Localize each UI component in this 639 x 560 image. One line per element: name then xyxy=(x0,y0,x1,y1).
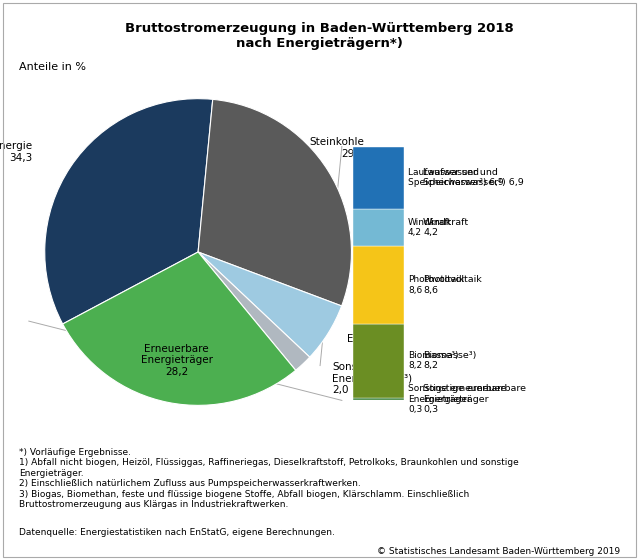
Text: Windkraft
4,2: Windkraft 4,2 xyxy=(408,218,452,237)
Text: Anteile in %: Anteile in % xyxy=(19,62,86,72)
Bar xyxy=(353,209,404,246)
Bar xyxy=(353,246,404,324)
Bar xyxy=(353,147,404,209)
Text: Steinkohle
29,2: Steinkohle 29,2 xyxy=(310,137,365,159)
Text: Datenquelle: Energiestatistiken nach EnStatG, eigene Berechnungen.: Datenquelle: Energiestatistiken nach EnS… xyxy=(19,528,335,537)
Text: Biomasse³)
8,2: Biomasse³) 8,2 xyxy=(408,351,459,371)
Text: Photovoltaik
8,6: Photovoltaik 8,6 xyxy=(408,276,465,295)
Text: Laufwasser und
Speicherwasser²) 6,9: Laufwasser und Speicherwasser²) 6,9 xyxy=(408,168,504,187)
Bar xyxy=(353,398,404,400)
Text: Photovoltaik
8,6: Photovoltaik 8,6 xyxy=(423,276,482,295)
Wedge shape xyxy=(45,99,213,324)
Text: *) Vorläufige Ergebnisse.
1) Abfall nicht biogen, Heizöl, Flüssiggas, Raffinerie: *) Vorläufige Ergebnisse. 1) Abfall nich… xyxy=(19,448,519,509)
Wedge shape xyxy=(198,99,351,306)
Wedge shape xyxy=(198,252,342,357)
Text: Erneuerbare
Energieträger
28,2: Erneuerbare Energieträger 28,2 xyxy=(141,344,213,377)
Text: Bruttostromerzeugung in Baden-Württemberg 2018
nach Energieträgern*): Bruttostromerzeugung in Baden-Württember… xyxy=(125,22,514,50)
Text: Sonstige erneuerbare
Energieträger
0,3: Sonstige erneuerbare Energieträger 0,3 xyxy=(423,384,526,414)
Wedge shape xyxy=(198,252,310,370)
Text: Kernenergie
34,3: Kernenergie 34,3 xyxy=(0,141,33,163)
Wedge shape xyxy=(63,252,296,405)
Text: Sonstige
Energieträger³)
2,0: Sonstige Energieträger³) 2,0 xyxy=(332,362,412,395)
Text: Windkraft
4,2: Windkraft 4,2 xyxy=(423,218,469,237)
Text: Sonstige erneuerbare
Energieträger
0,3: Sonstige erneuerbare Energieträger 0,3 xyxy=(408,384,506,414)
Bar xyxy=(353,324,404,398)
Text: Erdgas
6,3: Erdgas 6,3 xyxy=(347,334,383,356)
Text: Laufwasser und
Speicherwasser²) 6,9: Laufwasser und Speicherwasser²) 6,9 xyxy=(423,168,524,187)
Text: Biomasse³)
8,2: Biomasse³) 8,2 xyxy=(423,351,477,371)
Text: © Statistisches Landesamt Baden-Württemberg 2019: © Statistisches Landesamt Baden-Württemb… xyxy=(377,547,620,556)
